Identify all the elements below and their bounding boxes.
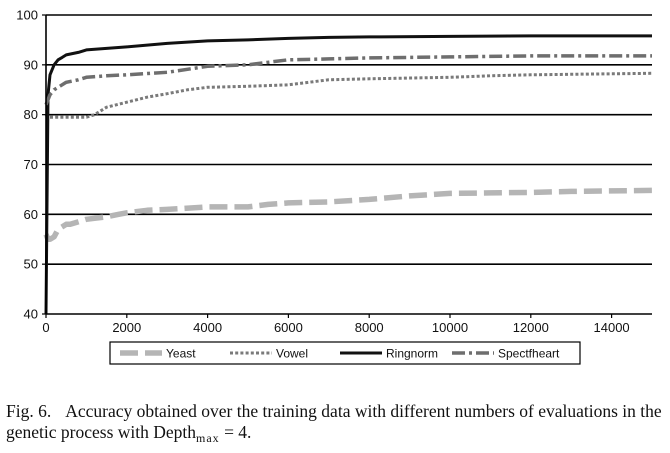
chart: 40 50 60 70 80 90 100 0 2000 4000 6000 8000 10000 12… bbox=[16, 8, 653, 365]
y-tick-label-40: 40 bbox=[24, 307, 38, 322]
y-tick-labels: 40 50 60 70 80 90 100 bbox=[16, 8, 38, 322]
y-tick-label-70: 70 bbox=[24, 157, 38, 172]
y-tick-label-80: 80 bbox=[24, 107, 38, 122]
series-layer bbox=[43, 34, 653, 315]
legend-label-ringnorm: Ringnorm bbox=[386, 347, 438, 361]
y-tick-label-50: 50 bbox=[24, 257, 38, 272]
legend-label-spectfheart: Spectfheart bbox=[498, 347, 560, 361]
caption-text: Accuracy obtained over the training data… bbox=[6, 401, 662, 442]
x-tick-label-10000: 10000 bbox=[432, 320, 468, 335]
y-tick-label-60: 60 bbox=[24, 207, 38, 222]
series-line-spectfheart bbox=[44, 54, 652, 106]
caption-label: Fig. 6. bbox=[6, 401, 52, 421]
legend-label-vowel: Vowel bbox=[276, 347, 308, 361]
x-tick-label-14000: 14000 bbox=[594, 320, 630, 335]
x-tick-label-6000: 6000 bbox=[274, 320, 303, 335]
caption-subscript: max bbox=[196, 431, 220, 445]
axes bbox=[42, 14, 652, 318]
x-tick-labels: 0 2000 4000 6000 8000 10000 12000 14000 bbox=[42, 320, 629, 335]
x-tick-label-12000: 12000 bbox=[513, 320, 549, 335]
x-tick-label-8000: 8000 bbox=[355, 320, 384, 335]
legend-label-yeast: Yeast bbox=[166, 347, 196, 361]
figure-caption: Fig. 6. Accuracy obtained over the traini… bbox=[6, 401, 666, 449]
x-tick-label-2000: 2000 bbox=[112, 320, 141, 335]
x-tick-label-0: 0 bbox=[42, 320, 49, 335]
y-tick-label-90: 90 bbox=[24, 57, 38, 72]
caption-text-end: = 4. bbox=[219, 422, 252, 442]
series-line-vowel bbox=[44, 71, 653, 119]
grid-lines bbox=[46, 14, 652, 265]
legend: Yeast Vowel Ringnorm Spectfheart bbox=[109, 341, 581, 365]
series-line-yeast bbox=[43, 187, 653, 243]
series-line-ringnorm bbox=[44, 34, 652, 315]
y-tick-label-100: 100 bbox=[16, 8, 38, 23]
x-tick-label-4000: 4000 bbox=[193, 320, 222, 335]
